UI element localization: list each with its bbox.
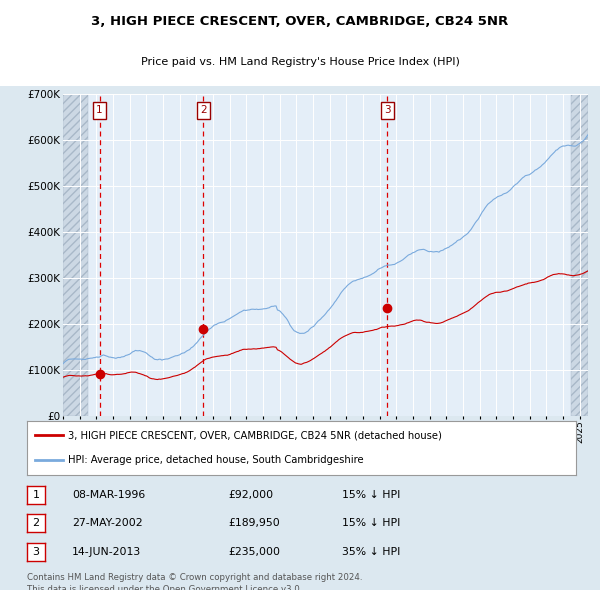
Text: 08-MAR-1996: 08-MAR-1996 [72, 490, 145, 500]
Text: £189,950: £189,950 [228, 519, 280, 528]
Text: 2: 2 [32, 519, 40, 528]
Text: HPI: Average price, detached house, South Cambridgeshire: HPI: Average price, detached house, Sout… [68, 455, 364, 466]
Bar [63, 94, 88, 416]
Text: Contains HM Land Registry data © Crown copyright and database right 2024.
This d: Contains HM Land Registry data © Crown c… [27, 573, 362, 590]
Bar [571, 94, 588, 416]
Text: 3: 3 [384, 106, 391, 116]
Text: 27-MAY-2002: 27-MAY-2002 [72, 519, 143, 528]
Text: Price paid vs. HM Land Registry's House Price Index (HPI): Price paid vs. HM Land Registry's House … [140, 57, 460, 67]
Text: 3, HIGH PIECE CRESCENT, OVER, CAMBRIDGE, CB24 5NR (detached house): 3, HIGH PIECE CRESCENT, OVER, CAMBRIDGE,… [68, 430, 442, 440]
Text: £92,000: £92,000 [228, 490, 273, 500]
Text: 35% ↓ HPI: 35% ↓ HPI [342, 547, 400, 556]
Text: 14-JUN-2013: 14-JUN-2013 [72, 547, 141, 556]
Text: 1: 1 [32, 490, 40, 500]
Text: 3: 3 [32, 547, 40, 556]
Text: 2: 2 [200, 106, 206, 116]
Text: 1: 1 [96, 106, 103, 116]
Text: 3, HIGH PIECE CRESCENT, OVER, CAMBRIDGE, CB24 5NR: 3, HIGH PIECE CRESCENT, OVER, CAMBRIDGE,… [91, 15, 509, 28]
Bar [571, 94, 588, 416]
Text: 15% ↓ HPI: 15% ↓ HPI [342, 490, 400, 500]
Text: 15% ↓ HPI: 15% ↓ HPI [342, 519, 400, 528]
Bar [63, 94, 88, 416]
Text: £235,000: £235,000 [228, 547, 280, 556]
